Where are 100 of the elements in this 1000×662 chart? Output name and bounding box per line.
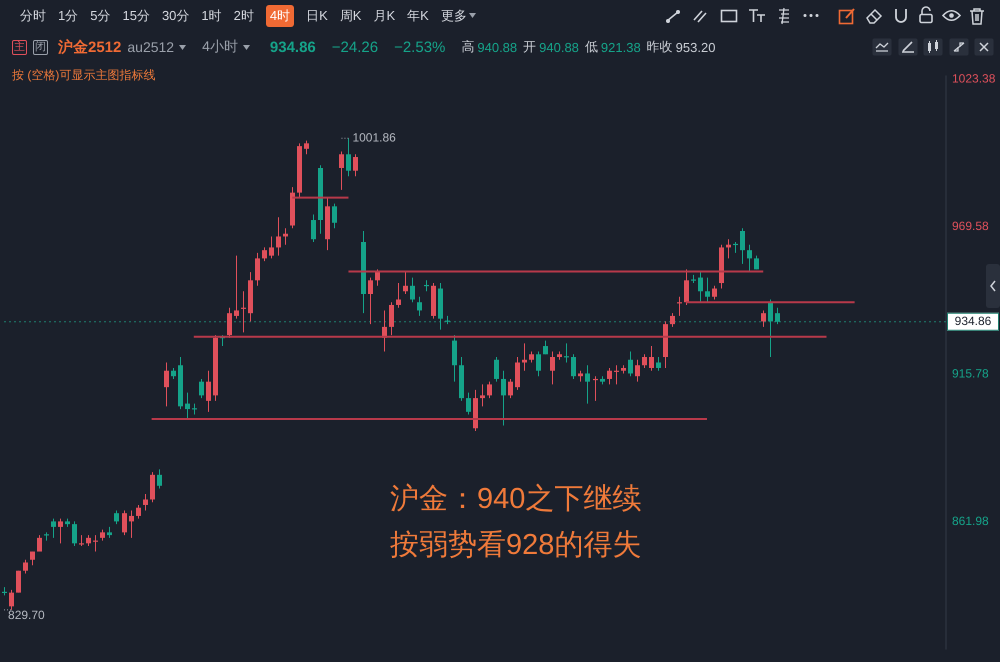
candlestick	[508, 378, 513, 399]
candlestick	[578, 370, 583, 382]
candlestick	[157, 468, 162, 490]
candlestick	[262, 246, 267, 262]
text: 沪金2512	[58, 38, 122, 56]
annotation: 829.70	[8, 608, 46, 622]
candlestick	[100, 529, 105, 542]
candlestick	[747, 244, 752, 273]
candlestick	[656, 356, 661, 372]
text: 月K	[373, 6, 396, 24]
text: 更多	[440, 6, 467, 24]
candlestick	[740, 228, 745, 264]
candlestick	[346, 138, 351, 177]
candlestick	[122, 510, 127, 536]
candlestick	[607, 367, 612, 385]
candlestick	[311, 214, 316, 242]
text: 5分	[90, 6, 110, 24]
text: 940.88	[477, 40, 518, 54]
candlestick	[501, 370, 506, 426]
text: 闭	[33, 40, 48, 54]
candlestick	[649, 346, 654, 372]
candlestick	[684, 268, 689, 306]
candlestick	[129, 510, 134, 538]
candlestick	[536, 351, 541, 377]
candlestick	[164, 362, 169, 407]
candlestick	[37, 534, 42, 552]
text: −24.26	[332, 38, 378, 56]
candlestick	[571, 354, 576, 380]
candlestick	[72, 520, 77, 547]
candlestick	[107, 526, 112, 538]
candlestick	[529, 351, 534, 363]
text: 开	[523, 38, 536, 56]
candlestick	[712, 285, 717, 300]
candlestick	[255, 252, 260, 286]
candlestick	[768, 298, 773, 358]
candlestick	[614, 364, 619, 385]
candlestick	[23, 559, 28, 574]
y-tick-label: 915.78	[952, 366, 990, 380]
candlestick	[494, 356, 499, 382]
candlestick	[30, 551, 35, 566]
candlestick	[93, 534, 98, 552]
candlestick	[705, 277, 710, 303]
candlestick	[241, 290, 246, 333]
text: 高	[461, 38, 474, 56]
text: −2.53%	[394, 38, 446, 56]
candlestick	[775, 307, 780, 325]
candlestick	[51, 518, 56, 538]
candlestick	[283, 228, 288, 246]
candlestick	[332, 203, 337, 229]
candlestick	[136, 504, 141, 520]
candlestick	[635, 359, 640, 382]
text: 940.88	[539, 40, 579, 54]
candlestick	[389, 302, 394, 336]
text: 934.86	[270, 38, 316, 56]
candlestick	[522, 342, 527, 372]
y-tick-label: 1023.38	[952, 72, 996, 86]
candlestick	[403, 272, 408, 295]
text: 昨收	[646, 38, 673, 56]
candlestick	[585, 364, 590, 404]
candlestick	[396, 282, 401, 308]
candlestick	[642, 354, 647, 368]
candlestick	[353, 154, 358, 177]
text: 953.20	[676, 40, 716, 54]
candlestick	[206, 370, 211, 412]
candlestick	[276, 216, 281, 256]
candlestick	[410, 277, 415, 303]
candlestick	[480, 384, 485, 407]
annotation: 按 (空格)可显示主图指标线	[12, 68, 156, 82]
candlestick	[417, 296, 422, 316]
text: 日K	[306, 6, 328, 24]
text: 分时	[20, 6, 46, 24]
candlestick	[375, 268, 380, 286]
y-tick-label: 861.98	[952, 514, 990, 528]
candlestick	[86, 534, 91, 547]
candlestick	[670, 312, 675, 328]
candlestick	[698, 272, 703, 303]
text: 周K	[340, 6, 362, 24]
candlestick	[9, 589, 14, 610]
candlestick	[628, 351, 633, 377]
candlestick	[466, 392, 471, 416]
ref-line-label: 934.86	[954, 314, 992, 328]
text: 30分	[162, 6, 190, 24]
annotation: 沪金：940之下继续	[390, 482, 642, 517]
candlestick	[199, 378, 204, 399]
candlestick	[269, 236, 274, 259]
candlestick	[550, 351, 555, 385]
candlestick	[114, 510, 119, 525]
candlestick	[234, 255, 239, 320]
text: 2时	[234, 6, 254, 24]
candlestick	[143, 494, 148, 511]
text: 1分	[58, 6, 78, 24]
candlestick	[227, 307, 232, 338]
candlestick	[339, 151, 344, 190]
text: 4小时	[202, 38, 238, 56]
candlestick	[726, 238, 731, 259]
candlestick	[487, 381, 492, 399]
candlestick	[564, 342, 569, 363]
text: 主	[12, 40, 27, 54]
text: 低	[584, 38, 598, 56]
candlestick	[754, 255, 759, 270]
